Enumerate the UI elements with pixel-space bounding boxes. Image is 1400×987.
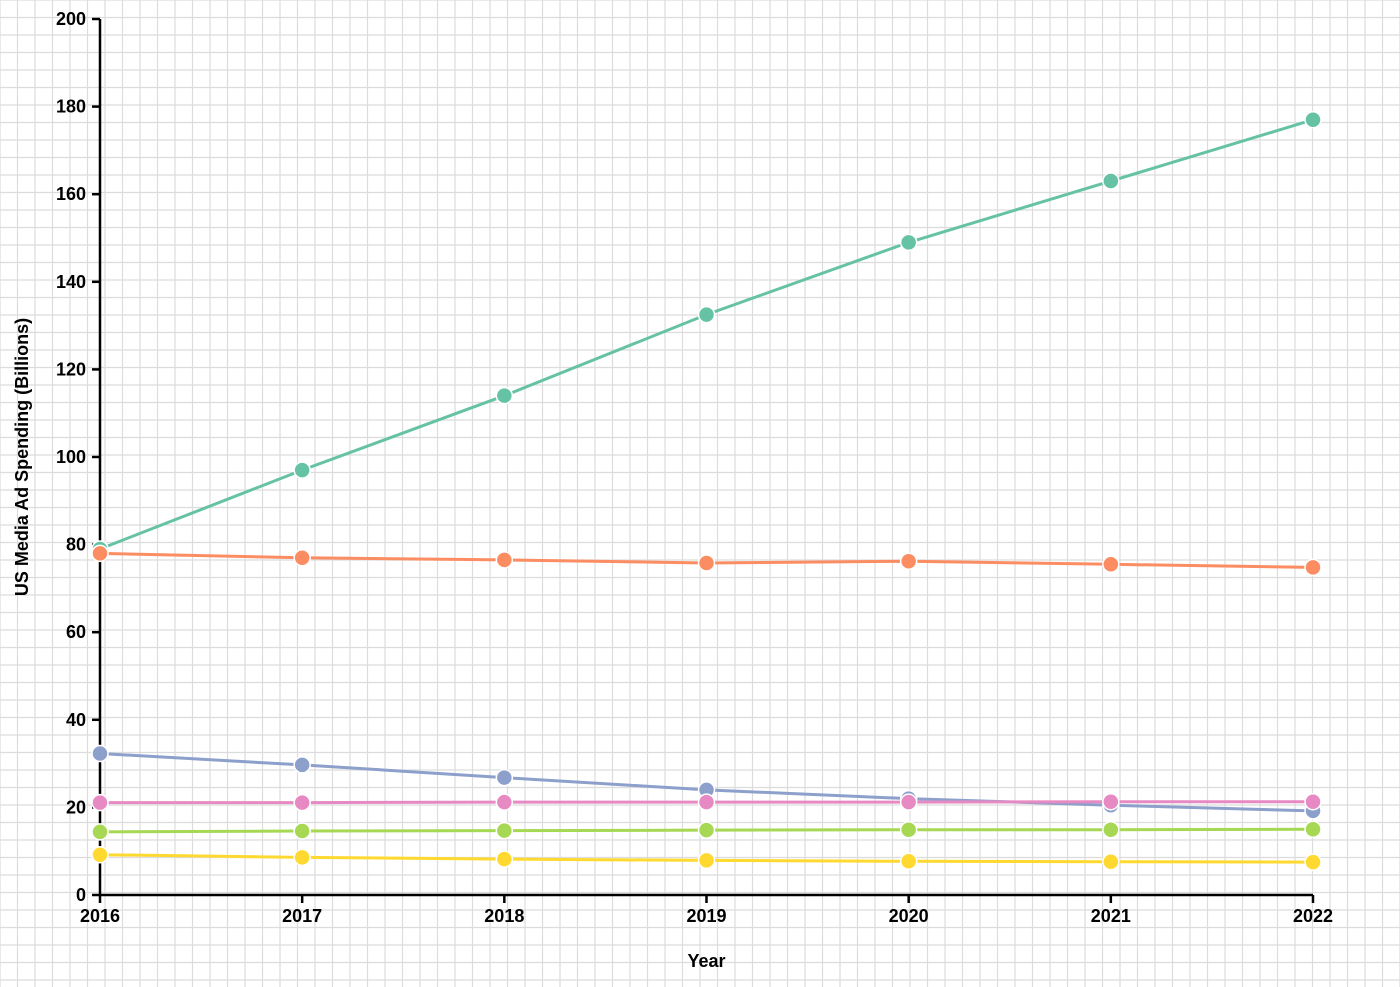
- data-point: [1304, 558, 1322, 577]
- y-tick-label: 20: [66, 797, 86, 817]
- y-axis-title: US Media Ad Spending (Billions): [12, 318, 32, 596]
- data-point: [1102, 852, 1120, 871]
- data-point: [495, 551, 514, 569]
- data-point: [899, 552, 918, 570]
- series-2: [91, 544, 1322, 577]
- data-point: [495, 386, 514, 405]
- data-point: [293, 548, 311, 567]
- x-tick-label: 2020: [889, 906, 929, 926]
- x-tick-label: 2019: [686, 906, 726, 926]
- y-tick-label: 0: [76, 885, 86, 905]
- data-point: [293, 461, 311, 479]
- series-4: [91, 792, 1322, 812]
- y-tick-label: 140: [56, 272, 86, 292]
- x-tick-label: 2017: [282, 906, 322, 926]
- y-tick-label: 60: [66, 622, 86, 642]
- y-tick-label: 80: [66, 535, 86, 555]
- data-point: [1102, 172, 1120, 190]
- data-point: [1304, 110, 1322, 129]
- data-point: [495, 768, 514, 787]
- y-tick-label: 40: [66, 710, 86, 730]
- data-point: [495, 850, 514, 868]
- x-tick-label: 2018: [484, 906, 524, 926]
- data-point: [697, 554, 716, 572]
- data-point: [1102, 792, 1120, 811]
- y-tick-label: 100: [56, 447, 86, 467]
- x-tick-label: 2021: [1091, 906, 1131, 926]
- series-6: [91, 845, 1322, 871]
- y-tick-label: 120: [56, 359, 86, 379]
- data-point: [495, 821, 514, 840]
- x-tick-label: 2016: [80, 906, 120, 926]
- data-point: [697, 305, 716, 324]
- data-point: [697, 793, 716, 811]
- data-point: [1304, 853, 1322, 871]
- data-point: [697, 851, 716, 870]
- data-point: [899, 852, 918, 871]
- data-point: [697, 821, 716, 839]
- axes: 0 20 40 60 80 100 120 140 160 180 200 2016 2017 2018 2…: [56, 9, 1333, 926]
- data-point: [293, 822, 311, 840]
- x-axis-title: Year: [687, 951, 725, 971]
- data-point: [1304, 820, 1322, 839]
- y-tick-label: 200: [56, 9, 86, 29]
- series-5: [91, 820, 1322, 841]
- y-tick-label: 160: [56, 184, 86, 204]
- data-point: [1102, 555, 1120, 574]
- data-point: [899, 793, 918, 811]
- data-point: [91, 793, 109, 812]
- data-point: [91, 823, 109, 841]
- y-tick-label: 180: [56, 97, 86, 117]
- data-point: [91, 544, 109, 563]
- data-point: [899, 233, 918, 252]
- data-point: [293, 793, 311, 812]
- series-layer: [91, 110, 1322, 871]
- data-point: [91, 744, 109, 763]
- series-line: [99, 118, 1314, 551]
- data-point: [899, 820, 918, 839]
- data-point: [1102, 820, 1120, 839]
- data-point: [1304, 792, 1322, 811]
- data-point: [293, 756, 311, 774]
- x-tick-label: 2022: [1293, 906, 1333, 926]
- data-point: [495, 793, 514, 811]
- data-point: [293, 848, 311, 867]
- data-point: [91, 845, 109, 864]
